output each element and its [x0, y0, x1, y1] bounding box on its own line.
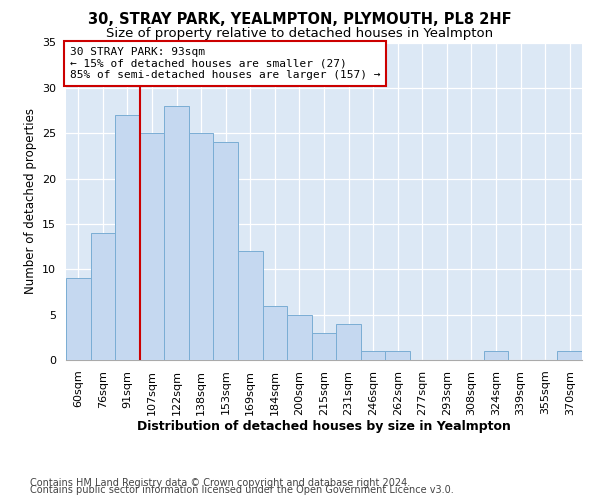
Bar	[287, 314, 312, 360]
X-axis label: Distribution of detached houses by size in Yealmpton: Distribution of detached houses by size …	[137, 420, 511, 434]
Bar	[164, 106, 189, 360]
Text: 30, STRAY PARK, YEALMPTON, PLYMOUTH, PL8 2HF: 30, STRAY PARK, YEALMPTON, PLYMOUTH, PL8…	[88, 12, 512, 28]
Bar	[91, 233, 115, 360]
Bar	[115, 115, 140, 360]
Bar	[385, 351, 410, 360]
Bar	[214, 142, 238, 360]
Text: Size of property relative to detached houses in Yealmpton: Size of property relative to detached ho…	[106, 28, 494, 40]
Bar	[361, 351, 385, 360]
Text: Contains public sector information licensed under the Open Government Licence v3: Contains public sector information licen…	[30, 485, 454, 495]
Bar	[238, 251, 263, 360]
Bar	[312, 333, 336, 360]
Bar	[336, 324, 361, 360]
Bar	[557, 351, 582, 360]
Bar	[263, 306, 287, 360]
Bar	[189, 133, 214, 360]
Y-axis label: Number of detached properties: Number of detached properties	[23, 108, 37, 294]
Bar	[66, 278, 91, 360]
Text: Contains HM Land Registry data © Crown copyright and database right 2024.: Contains HM Land Registry data © Crown c…	[30, 478, 410, 488]
Text: 30 STRAY PARK: 93sqm
← 15% of detached houses are smaller (27)
85% of semi-detac: 30 STRAY PARK: 93sqm ← 15% of detached h…	[70, 47, 380, 80]
Bar	[484, 351, 508, 360]
Bar	[140, 133, 164, 360]
